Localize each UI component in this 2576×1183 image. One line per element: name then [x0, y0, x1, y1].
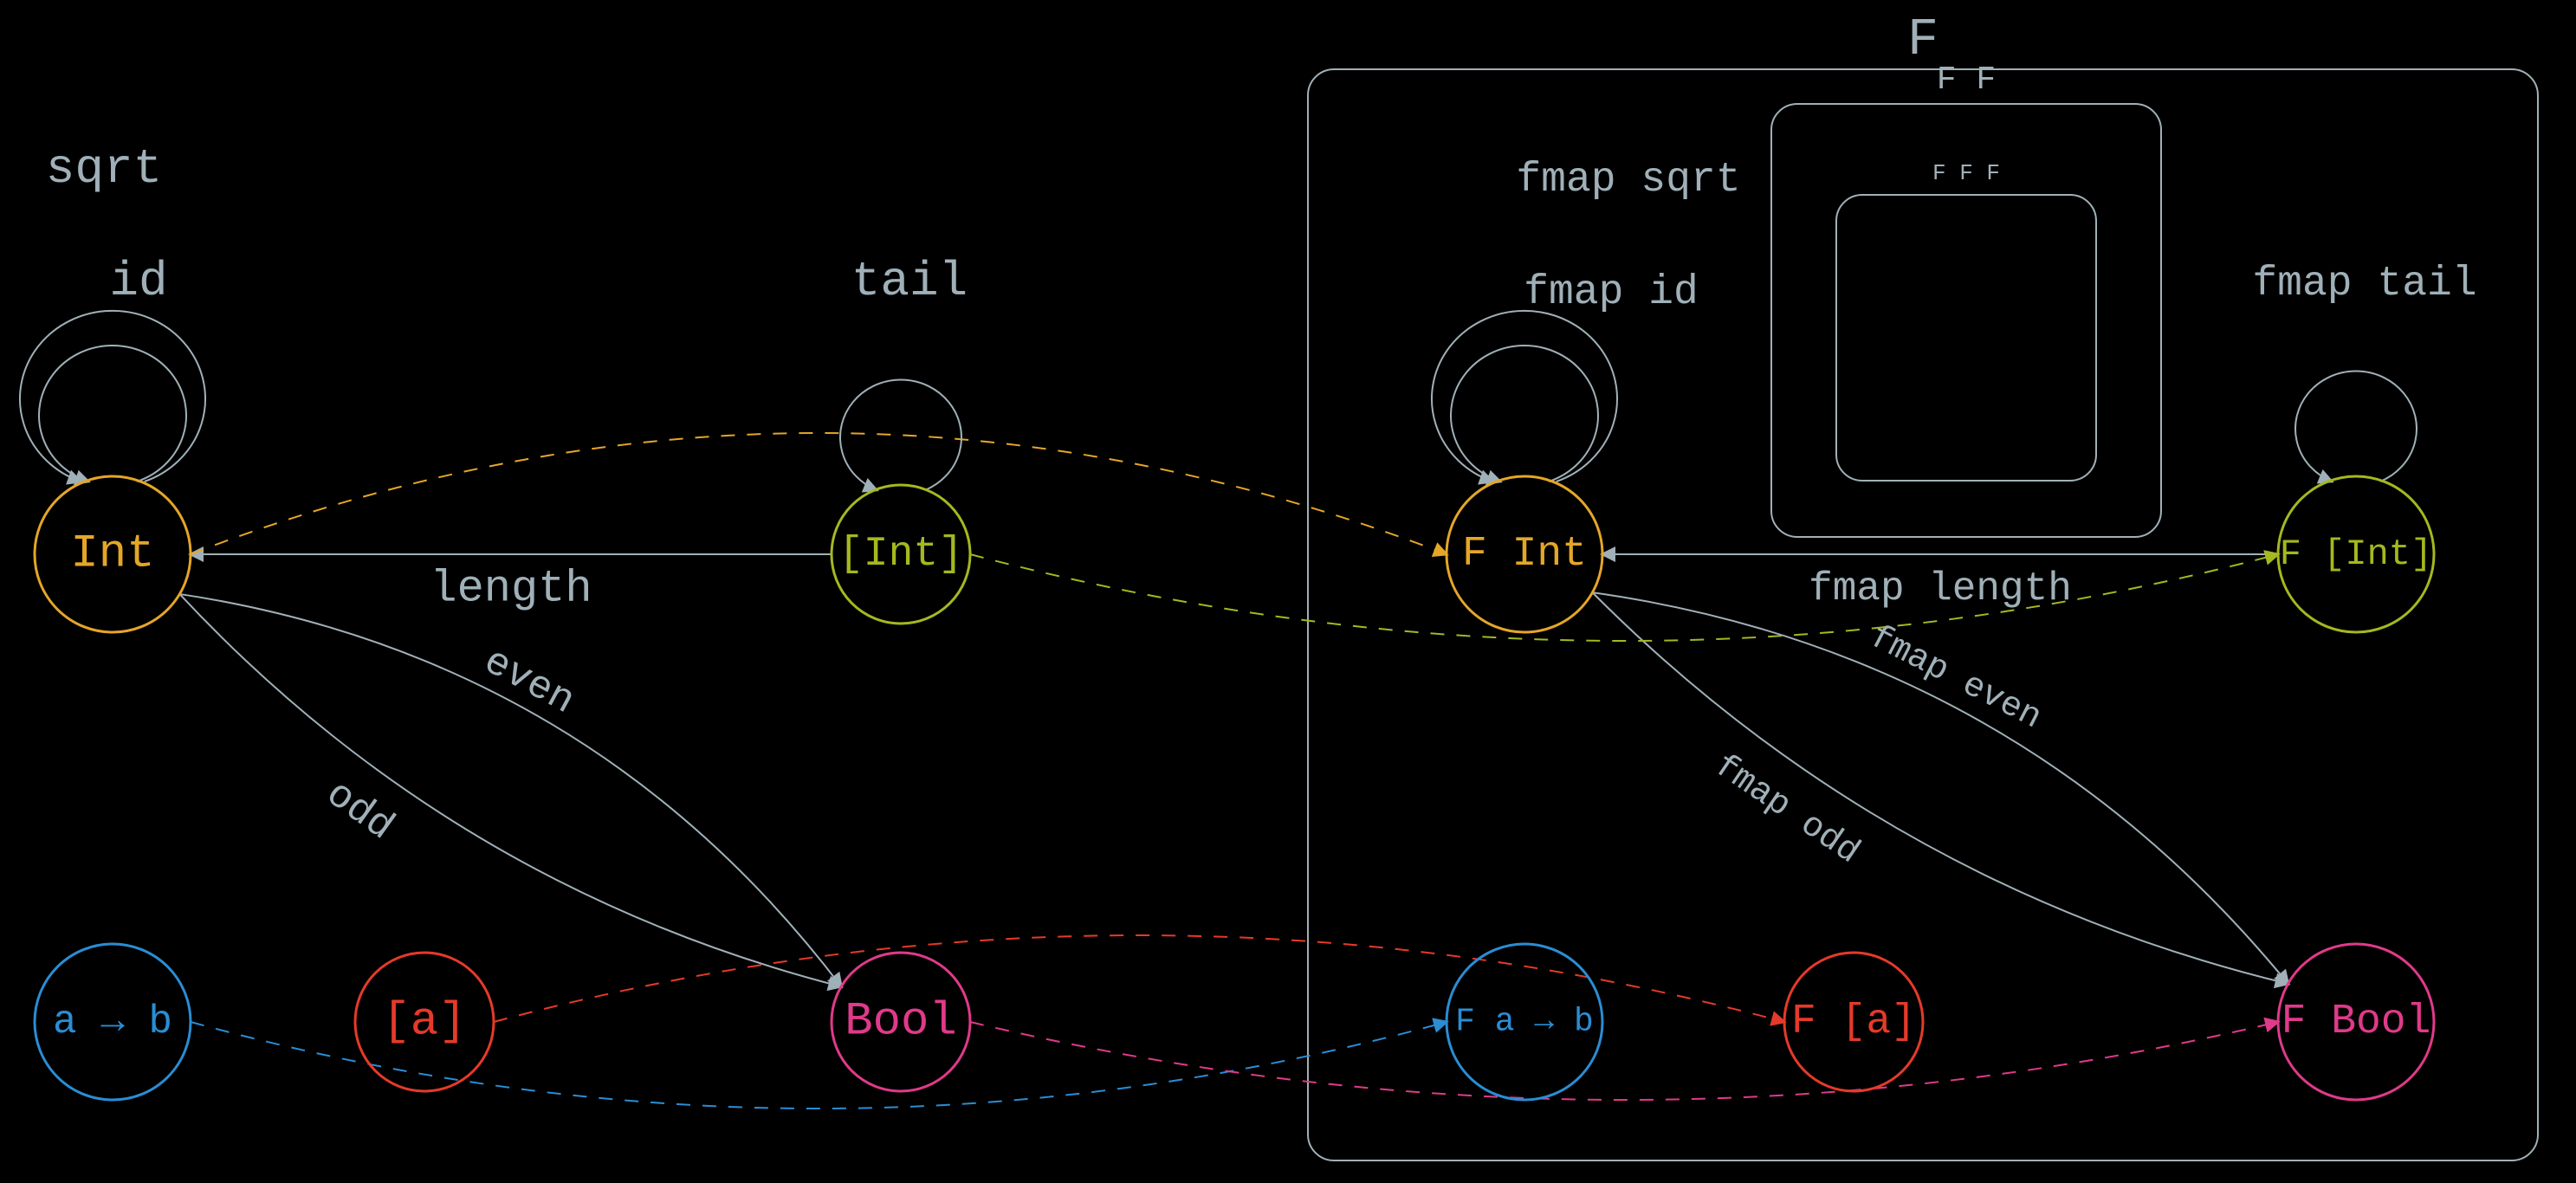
edge-label-FInt-FBool-5: fmap odd [1706, 747, 1866, 873]
container-label-FFF: F F F [1932, 160, 2000, 186]
edge-label-FListInt-FInt-3: fmap length [1809, 566, 2072, 611]
edge-Int-to-FInt [191, 433, 1447, 554]
loop-label-FInt-0: fmap sqrt [1516, 157, 1740, 204]
node-label-a2b: a → b [53, 999, 172, 1044]
container-label-F: F [1907, 11, 1938, 70]
node-label-La: [a] [382, 996, 466, 1049]
self-loop-ListInt [840, 380, 961, 490]
functor-diagram: FF FF F F lengthevenoddfmap lengthfmap e… [0, 0, 2576, 1183]
edge-label-Int-Bool-2: odd [318, 772, 403, 850]
loop-label-ListInt-0: tail [851, 254, 968, 309]
node-label-Fa2b: F a → b [1455, 1004, 1594, 1041]
container-label-FF: F F [1937, 61, 1996, 99]
node-label-FBool: F Bool [2282, 999, 2431, 1045]
edge-label-FInt-FBool-4: fmap even [1863, 618, 2048, 739]
container-box-FFF [1836, 195, 2096, 481]
node-label-FInt: F Int [1462, 531, 1587, 578]
node-label-FLa: F [a] [1791, 999, 1916, 1045]
node-label-ListInt: [Int] [838, 531, 963, 578]
node-label-FListInt: F [Int] [2280, 533, 2432, 575]
self-loop-Int [20, 311, 205, 482]
self-loop-Int [39, 346, 186, 482]
edge-a2b-to-Fa2b [191, 1022, 1447, 1109]
loop-label-Int-1: id [109, 254, 167, 309]
node-label-Int: Int [70, 528, 154, 581]
loop-label-FInt-1: fmap id [1524, 269, 1699, 316]
loop-label-Int-0: sqrt [46, 141, 162, 197]
self-loop-FListInt [2295, 372, 2417, 482]
self-loop-FInt [1451, 346, 1598, 482]
edge-Bool-to-FBool [970, 1022, 2278, 1100]
edge-label-ListInt-Int-0: length [430, 564, 592, 615]
loop-label-FListInt-0: fmap tail [2252, 261, 2476, 307]
node-label-Bool: Bool [845, 996, 957, 1049]
container-box-F [1308, 69, 2538, 1160]
self-loop-FInt [1432, 311, 1617, 482]
